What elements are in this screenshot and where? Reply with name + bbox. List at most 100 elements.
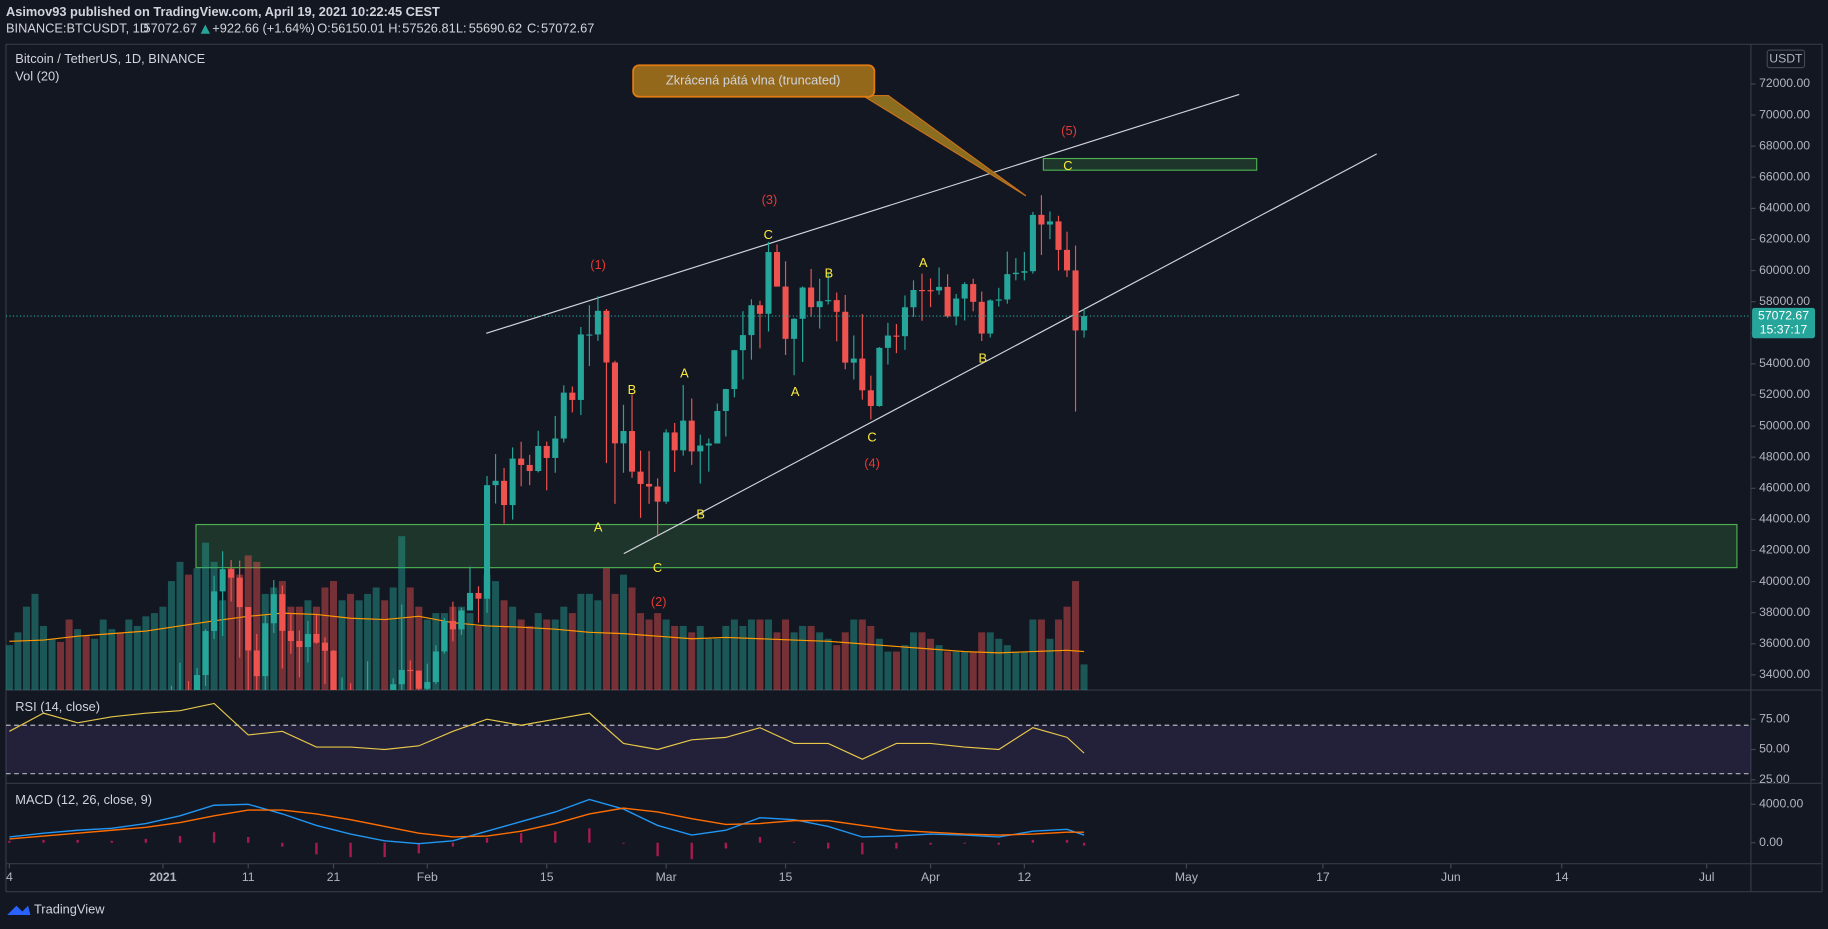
x-tick-label: May — [1175, 870, 1199, 884]
candle-body — [253, 650, 260, 677]
y-tick-label: 50000.00 — [1759, 418, 1810, 432]
volume-bar — [150, 613, 158, 691]
currency: USDT — [1769, 52, 1803, 66]
volume-bar — [517, 619, 525, 691]
volume-bar — [551, 619, 559, 691]
trendline — [486, 93, 1240, 334]
candle-body — [799, 287, 806, 319]
candle-body — [262, 623, 269, 677]
ohlc-label: O: — [317, 21, 331, 36]
pane-title: MACD (12, 26, close, 9) — [15, 792, 152, 807]
candle-body — [961, 284, 968, 299]
candle-body — [1055, 221, 1062, 250]
x-tick-label: Apr — [921, 870, 940, 884]
volume-bar — [730, 619, 738, 691]
macd-histogram — [963, 842, 966, 844]
volume-bar — [790, 632, 798, 691]
candle-body — [407, 669, 414, 672]
volume-bar — [372, 587, 380, 691]
candle-body — [304, 633, 311, 648]
y-tick-label: 64000.00 — [1759, 201, 1810, 215]
volume-bar — [91, 638, 99, 691]
candle-body — [236, 577, 243, 608]
publisher: Asimov93 published on TradingView.com, A… — [6, 4, 440, 19]
volume-ma — [9, 612, 1085, 654]
candle-body — [628, 431, 636, 472]
volume-bar — [696, 625, 704, 691]
wave-label: C — [653, 560, 662, 575]
volume-bar — [654, 613, 662, 691]
candle-body — [722, 389, 729, 411]
candle-body — [296, 640, 303, 648]
macd-histogram — [588, 828, 591, 843]
candle-body — [279, 594, 286, 631]
macd-histogram — [1065, 839, 1069, 843]
volume-bar — [637, 613, 645, 691]
x-tick-label: 15 — [540, 870, 554, 884]
volume-bar — [816, 632, 824, 691]
macd-histogram — [861, 842, 864, 855]
candle-body — [680, 420, 687, 451]
macd-histogram — [758, 836, 762, 843]
volume-bar — [74, 629, 82, 691]
candle-body — [211, 591, 218, 632]
y-tick-label: 58000.00 — [1759, 294, 1810, 308]
candle-body — [501, 480, 508, 506]
y-tick-label: 62000.00 — [1759, 232, 1810, 246]
candle-body — [390, 684, 397, 691]
volume-bar — [133, 625, 141, 691]
candle-body — [1081, 316, 1088, 331]
volume-bar — [927, 638, 935, 691]
wave-label: (2) — [651, 594, 667, 609]
candle-body — [782, 286, 789, 339]
volume-bar — [585, 593, 593, 691]
volume-bar — [14, 632, 22, 691]
volume-bar — [952, 651, 960, 691]
macd-histogram — [8, 840, 11, 843]
macd-histogram — [895, 842, 898, 849]
volume-bar — [483, 574, 491, 691]
candle-body — [509, 458, 516, 506]
candle-body — [526, 464, 533, 472]
candle-body — [219, 569, 226, 592]
volume-bar — [944, 651, 952, 691]
volume-bar — [884, 651, 892, 691]
volume-bar — [594, 600, 602, 691]
macd-histogram — [383, 842, 386, 858]
plot: 4 2021 11 21 Feb 15 Mar 15 Apr 12 May 17 Jun 14 Jul 340… — [5, 76, 1816, 884]
macd-histogram — [554, 831, 557, 843]
macd-histogram — [690, 842, 693, 860]
target-zone — [1042, 157, 1258, 171]
candle-body — [492, 480, 499, 486]
wave-label: A — [680, 366, 689, 381]
wave-label: A — [594, 519, 603, 534]
volume-bar — [543, 619, 551, 691]
wave-label: (5) — [1061, 123, 1077, 138]
volume-bar — [65, 619, 73, 691]
volume-bar — [492, 581, 500, 691]
volume-bar — [909, 632, 917, 691]
volume-bar — [850, 619, 858, 691]
candle-body — [791, 318, 798, 339]
volume-bar — [867, 625, 875, 691]
volume-bar — [892, 651, 900, 691]
candle-body — [816, 301, 823, 308]
y-tick-label: 70000.00 — [1759, 107, 1810, 121]
macd-histogram — [827, 842, 830, 849]
candles — [170, 195, 1088, 691]
signal-line — [9, 807, 1085, 840]
y-tick-label: 38000.00 — [1759, 605, 1810, 619]
candle-body — [765, 252, 772, 314]
volume-bar — [978, 632, 986, 691]
macd-histogram — [485, 837, 489, 843]
candle-body — [927, 290, 934, 292]
macd-histogram — [178, 836, 182, 843]
y-tick-label: 66000.00 — [1759, 169, 1810, 183]
volume-bar — [270, 587, 278, 691]
y-tick-label: 72000.00 — [1759, 76, 1810, 90]
y-tick-label: 46000.00 — [1759, 481, 1810, 495]
volume-bar — [406, 587, 414, 691]
candle-body — [1012, 272, 1019, 275]
y-tick-label: 68000.00 — [1759, 138, 1810, 152]
